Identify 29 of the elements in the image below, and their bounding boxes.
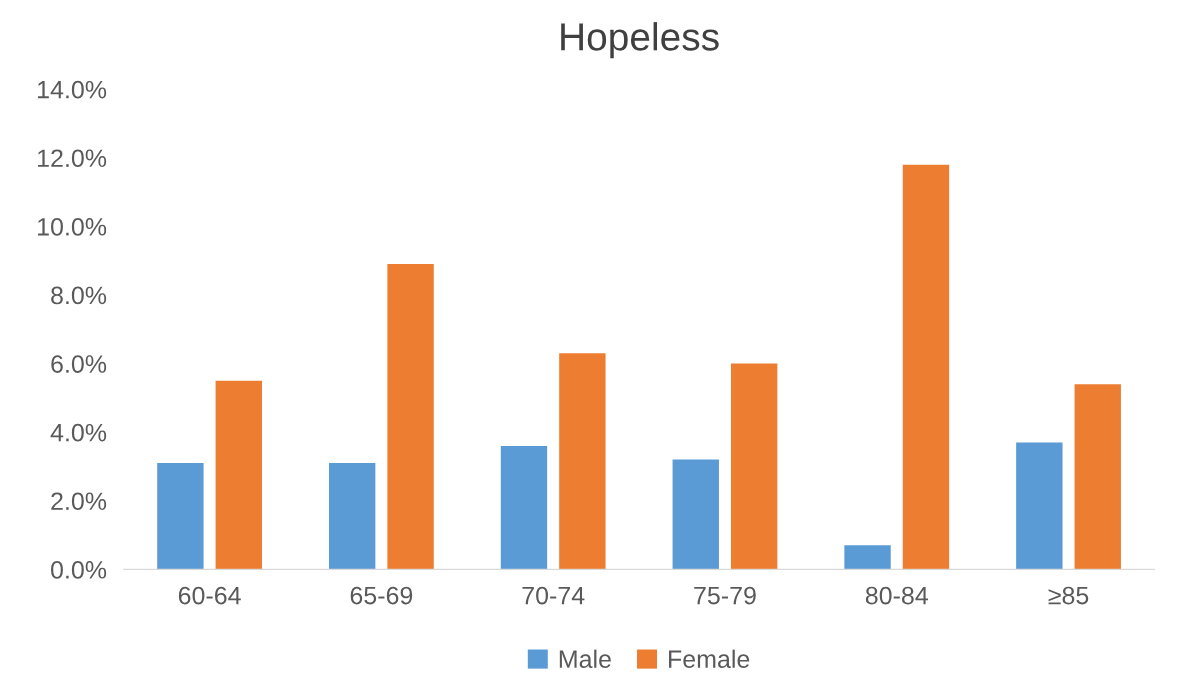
bar (157, 463, 204, 570)
legend-label: Female (669, 649, 750, 668)
y-tick-label: 0.0% (51, 560, 107, 579)
x-tick-label: ≥85 (1048, 586, 1089, 605)
x-tick-label: 75-79 (694, 586, 756, 605)
bar (215, 380, 262, 570)
bar (1074, 384, 1121, 570)
y-tick-label: 12.0% (38, 149, 107, 168)
bar (500, 445, 548, 570)
bar (672, 459, 719, 570)
bar (559, 353, 606, 570)
y-tick-label: 4.0% (50, 423, 107, 442)
x-tick-label: 60-64 (178, 586, 241, 605)
y-tick-label: 10.0% (38, 217, 107, 236)
y-tick-label: 2.0% (51, 492, 107, 511)
bar (387, 264, 434, 570)
legend-label: Male (559, 649, 611, 668)
y-tick-label: 6.0% (51, 355, 107, 373)
bar (730, 363, 778, 570)
bar (1016, 442, 1063, 570)
y-tick-label: 8.0% (51, 286, 107, 305)
bar (328, 463, 376, 570)
x-tick-label: 65-69 (350, 586, 413, 605)
bar (844, 545, 891, 570)
chart-title: Hopeless (561, 22, 719, 59)
x-tick-label: 80-84 (865, 586, 928, 605)
x-tick-label: 70-74 (522, 586, 585, 605)
bar (902, 164, 950, 570)
y-tick-label: 14.0% (38, 80, 107, 99)
